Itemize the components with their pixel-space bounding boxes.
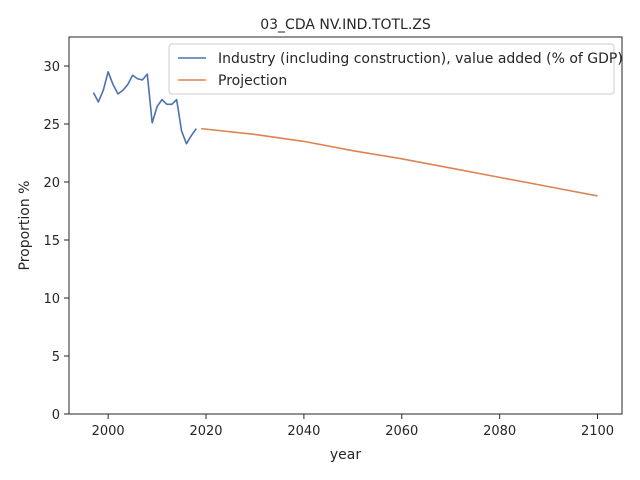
y-tick-label: 10 [43,292,60,307]
projection-series-line [201,127,598,197]
y-tick-label: 0 [52,408,60,423]
x-axis-label: year [330,447,361,463]
legend-box [168,43,615,95]
x-tick-label: 2080 [483,424,516,439]
x-tick-label: 2100 [581,424,614,439]
y-tick-label: 30 [43,60,60,75]
x-axis-ticks: 2000 2020 2040 2060 2080 2100 [92,414,614,439]
y-tick-label: 20 [43,176,60,191]
legend: Industry (including construction), value… [168,43,623,95]
y-axis-ticks: 0 5 10 15 20 25 30 [43,60,69,423]
x-tick-label: 2020 [189,424,222,439]
legend-label-industry: Industry (including construction), value… [218,51,623,67]
chart-title: 03_CDA NV.IND.TOTL.ZS [260,17,431,33]
series-layer [92,71,598,197]
y-axis-label: Proportion % [17,181,33,271]
x-tick-label: 2000 [92,424,125,439]
y-tick-label: 5 [52,350,60,365]
y-tick-label: 15 [43,234,60,249]
y-tick-label: 25 [43,118,60,133]
x-tick-label: 2040 [287,424,320,439]
legend-label-projection: Projection [218,73,287,89]
x-tick-label: 2060 [385,424,418,439]
industry-series-line [92,71,197,145]
